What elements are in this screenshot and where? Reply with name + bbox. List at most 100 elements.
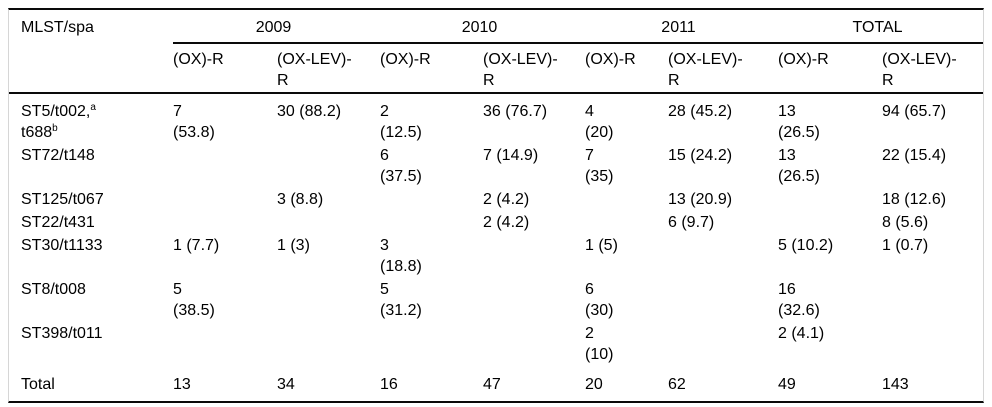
row-label-st5-t002: ST5/t002,a t688b <box>9 93 173 144</box>
table-frame: MLST/spa 2009 2010 2011 TOTAL (OX)-R (OX… <box>8 8 984 403</box>
table-row-st22-t431: ST22/t431 2 (4.2) 6 (9.7) 8 (5.6) <box>9 211 983 234</box>
subcolumn-header-total-ox: (OX)-R <box>778 43 882 94</box>
data-cell <box>778 188 882 211</box>
data-cell <box>483 322 585 366</box>
year-header-2010: 2010 <box>380 10 585 44</box>
data-cell: 6 (30) <box>585 281 614 319</box>
data-cell: 18 (12.6) <box>882 191 947 208</box>
data-cell: 3 (18.8) <box>380 237 422 275</box>
data-cell <box>380 211 483 234</box>
data-cell <box>173 188 277 211</box>
subcolumn-header-2009-ox: (OX)-R <box>173 43 277 94</box>
row-label-line-2: t688b <box>21 122 167 143</box>
data-cell: 16 <box>380 376 398 393</box>
subcolumn-header-2009-oxlev: (OX-LEV)- R <box>277 43 380 94</box>
data-cell <box>882 278 983 322</box>
subcolumn-header-2011-ox: (OX)-R <box>585 43 668 94</box>
data-cell <box>585 188 668 211</box>
data-cell: 2 (10) <box>585 325 614 363</box>
subcolumn-header-2010-ox: (OX)-R <box>380 43 483 94</box>
footnote-marker-a: a <box>90 102 96 113</box>
data-cell <box>173 144 277 188</box>
data-cell: 34 <box>277 376 295 393</box>
subheader-row: (OX)-R (OX-LEV)- R (OX)-R (OX-LEV)- R (O… <box>9 43 983 94</box>
data-cell: 7 (14.9) <box>483 147 539 164</box>
data-cell: 2 (4.2) <box>483 191 530 208</box>
data-cell: 6 (9.7) <box>668 214 715 231</box>
row-label-text: ST5/t002, <box>21 103 91 120</box>
data-cell <box>483 278 585 322</box>
data-cell: 47 <box>483 376 501 393</box>
data-cell <box>668 278 778 322</box>
data-cell: 30 (88.2) <box>277 103 342 120</box>
data-cell <box>585 211 668 234</box>
row-label-total: Total <box>21 376 55 393</box>
data-cell: 5 (10.2) <box>778 237 834 254</box>
data-cell: 3 (8.8) <box>277 191 324 208</box>
data-cell <box>380 188 483 211</box>
row-label-st22-t431: ST22/t431 <box>21 214 95 231</box>
year-header-total: TOTAL <box>778 10 983 44</box>
mlst-spa-table: MLST/spa 2009 2010 2011 TOTAL (OX)-R (OX… <box>9 10 983 401</box>
subcolumn-header-2011-oxlev: (OX-LEV)- R <box>668 43 778 94</box>
data-cell: 20 <box>585 376 603 393</box>
data-cell: 2 (12.5) <box>380 103 422 141</box>
data-cell <box>173 322 277 366</box>
table-row-st125-t067: ST125/t067 3 (8.8) 2 (4.2) 13 (20.9) 18 … <box>9 188 983 211</box>
data-cell <box>668 322 778 366</box>
table-row-st8-t008: ST8/t008 5 (38.5) 5 (31.2) 6 (30) 16 (32… <box>9 278 983 322</box>
footnote-marker-b: b <box>52 123 58 134</box>
row-label-st125-t067: ST125/t067 <box>21 191 104 208</box>
data-cell: 28 (45.2) <box>668 103 733 120</box>
row-label-st72-t148: ST72/t148 <box>21 147 95 164</box>
row-label-st398-t011: ST398/t011 <box>21 325 103 342</box>
year-header-row: MLST/spa 2009 2010 2011 TOTAL <box>9 10 983 94</box>
data-cell: 13 <box>173 376 191 393</box>
data-cell <box>277 211 380 234</box>
data-cell: 36 (76.7) <box>483 103 548 120</box>
row-label-st30-t1133: ST30/t1133 <box>21 237 103 254</box>
data-cell: 13 (26.5) <box>778 103 820 141</box>
data-cell <box>380 322 483 366</box>
subcolumn-header-2010-oxlev: (OX-LEV)- R <box>483 43 585 94</box>
data-cell <box>668 234 778 278</box>
data-cell: 5 (38.5) <box>173 281 215 319</box>
data-cell: 13 (20.9) <box>668 191 733 208</box>
data-cell <box>277 278 380 322</box>
data-cell <box>483 234 585 278</box>
data-cell: 2 (4.2) <box>483 214 530 231</box>
year-header-2011: 2011 <box>585 10 778 44</box>
subcolumn-header-total-oxlev: (OX-LEV)- R <box>882 43 983 94</box>
data-cell <box>277 322 380 366</box>
data-cell: 15 (24.2) <box>668 147 733 164</box>
data-cell: 62 <box>668 376 686 393</box>
data-cell: 7 (35) <box>585 147 614 185</box>
data-cell: 2 (4.1) <box>778 325 825 342</box>
data-cell <box>277 144 380 188</box>
data-cell: 1 (5) <box>585 237 618 254</box>
year-header-2009: 2009 <box>173 10 380 44</box>
data-cell: 143 <box>882 376 909 393</box>
row-label-text: t688 <box>21 124 53 141</box>
row-label-line-1: ST5/t002,a <box>21 101 167 122</box>
data-cell: 1 (7.7) <box>173 237 220 254</box>
data-cell: 6 (37.5) <box>380 147 422 185</box>
data-cell: 1 (0.7) <box>882 237 929 254</box>
data-cell <box>173 211 277 234</box>
data-cell <box>778 211 882 234</box>
table-row-total: Total 13 34 16 47 20 62 49 143 <box>9 366 983 401</box>
column-header-mlst-spa: MLST/spa <box>9 10 173 94</box>
data-cell: 16 (32.6) <box>778 281 820 319</box>
data-cell: 94 (65.7) <box>882 103 947 120</box>
data-cell: 7 (53.8) <box>173 103 215 141</box>
data-cell: 8 (5.6) <box>882 214 929 231</box>
table-row-st30-t1133: ST30/t1133 1 (7.7) 1 (3) 3 (18.8) 1 (5) … <box>9 234 983 278</box>
row-label-st8-t008: ST8/t008 <box>21 281 86 298</box>
table-row-st398-t011: ST398/t011 2 (10) 2 (4.1) <box>9 322 983 366</box>
data-cell: 49 <box>778 376 796 393</box>
data-cell: 4 (20) <box>585 103 614 141</box>
table-row-st72-t148: ST72/t148 6 (37.5) 7 (14.9) 7 (35) 15 (2… <box>9 144 983 188</box>
data-cell: 1 (3) <box>277 237 310 254</box>
data-cell <box>882 322 983 366</box>
